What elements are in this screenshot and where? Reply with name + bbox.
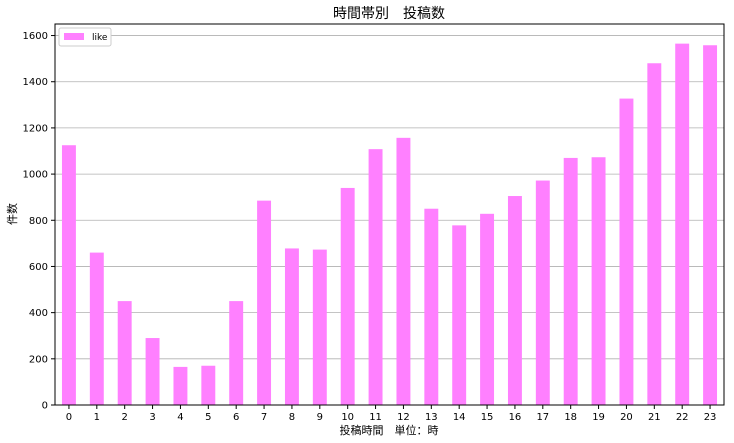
grid-lines — [55, 35, 724, 406]
x-axis-title: 投稿時間 単位：時 — [340, 423, 439, 437]
bar-9 — [312, 249, 327, 405]
bars — [61, 43, 718, 406]
bar-0 — [61, 145, 76, 405]
x-tick-label: 11 — [369, 412, 382, 423]
plot-frame — [54, 23, 725, 406]
bar-2 — [117, 301, 132, 405]
bar-19 — [591, 157, 606, 405]
bar-18 — [563, 157, 578, 405]
bar-4 — [173, 366, 188, 405]
y-tick-label: 1000 — [23, 170, 48, 181]
x-tick-label: 2 — [122, 412, 128, 423]
bar-11 — [368, 149, 383, 405]
y-tick-label: 1400 — [23, 77, 48, 88]
bar-16 — [507, 196, 522, 405]
legend-label: like — [92, 33, 108, 43]
x-tick-label: 5 — [205, 412, 211, 423]
bar-20 — [619, 98, 634, 406]
bar-5 — [201, 365, 216, 405]
bar-8 — [284, 248, 299, 405]
bar-7 — [257, 200, 272, 405]
x-axis: 0 1 2 3 4 5 6 7 8 9 10 11 12 13 14 15 16 17 18 19 20 21 22 23 — [66, 405, 717, 423]
y-tick-label: 0 — [42, 401, 48, 412]
legend-box — [58, 27, 112, 47]
x-tick-label: 1 — [94, 412, 100, 423]
x-tick-label: 10 — [341, 412, 354, 423]
bar-21 — [647, 63, 662, 405]
x-tick-label: 3 — [149, 412, 155, 423]
x-tick-label: 6 — [233, 412, 239, 423]
x-tick-label: 9 — [317, 412, 323, 423]
x-tick-label: 15 — [481, 412, 494, 423]
x-tick-label: 0 — [66, 412, 72, 423]
x-tick-label: 20 — [620, 412, 633, 423]
legend-swatch — [64, 33, 84, 40]
y-tick-label: 400 — [29, 308, 48, 319]
legend: like — [58, 27, 112, 47]
chart-title: 時間帯別 投稿数 — [333, 6, 445, 22]
bar-14 — [452, 225, 467, 405]
x-tick-label: 17 — [536, 412, 549, 423]
x-tick-label: 12 — [397, 412, 410, 423]
bar-23 — [703, 45, 718, 405]
x-tick-label: 23 — [704, 412, 717, 423]
bar-1 — [89, 252, 104, 405]
bar-12 — [396, 137, 411, 405]
x-tick-label: 16 — [509, 412, 522, 423]
bar-13 — [424, 208, 439, 405]
y-axis-title: 件数 — [6, 203, 19, 225]
bar-10 — [340, 187, 355, 405]
x-tick-label: 22 — [676, 412, 689, 423]
bar-6 — [229, 301, 244, 405]
x-tick-label: 13 — [425, 412, 438, 423]
bar-3 — [145, 338, 160, 405]
x-tick-label: 14 — [453, 412, 466, 423]
x-tick-label: 4 — [177, 412, 183, 423]
y-tick-label: 200 — [29, 354, 48, 365]
y-tick-label: 600 — [29, 262, 48, 273]
x-tick-label: 8 — [289, 412, 295, 423]
x-tick-label: 21 — [648, 412, 661, 423]
y-tick-label: 1200 — [23, 123, 48, 134]
bar-22 — [675, 43, 690, 406]
x-tick-label: 19 — [592, 412, 605, 423]
y-axis: 0 200 400 600 800 1000 1200 1400 1600 — [23, 31, 55, 412]
y-tick-label: 800 — [29, 216, 48, 227]
bar-15 — [480, 213, 495, 405]
bar-17 — [535, 180, 550, 405]
y-tick-label: 1600 — [23, 31, 48, 42]
x-tick-label: 7 — [261, 412, 267, 423]
x-tick-label: 18 — [564, 412, 577, 423]
